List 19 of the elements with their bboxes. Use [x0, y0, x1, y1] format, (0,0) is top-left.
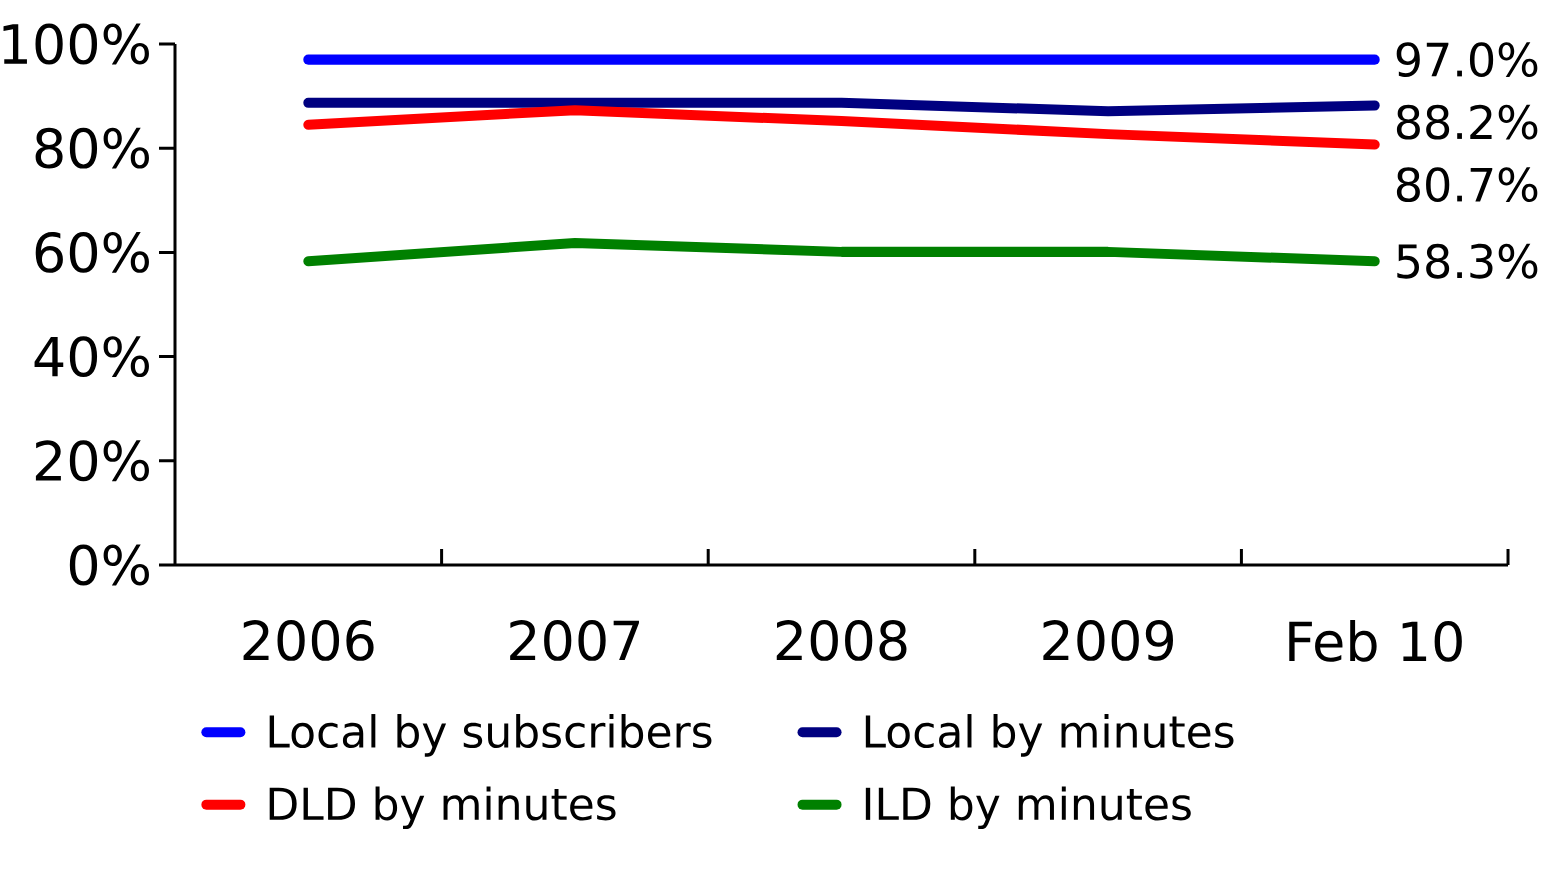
y-tick-label: 60% — [35, 231, 149, 273]
legend-label: DLD by minutes — [269, 786, 616, 830]
x-tick-label: 2006 — [243, 620, 374, 661]
legend-label: Local by minutes — [865, 714, 1234, 757]
data-label: 97.0% — [1396, 42, 1538, 78]
x-tick-label: 2007 — [510, 620, 639, 661]
legend-label: Local by subscribers — [269, 714, 712, 757]
y-tick-label: 20% — [35, 440, 149, 482]
y-tick-label: 40% — [34, 336, 149, 377]
y-tick-label: 0% — [69, 544, 149, 586]
data-label: 58.3% — [1397, 243, 1538, 279]
x-tick-label: Feb 10 — [1289, 620, 1462, 662]
y-tick-label: 80% — [35, 127, 149, 169]
y-tick-label: 100% — [3, 23, 149, 65]
data-label: 88.2% — [1396, 104, 1538, 140]
legend-label: ILD by minutes — [865, 786, 1191, 830]
x-tick-label: 2009 — [1043, 620, 1173, 661]
data-label: 80.7% — [1396, 167, 1538, 203]
x-tick-label: 2008 — [776, 620, 907, 661]
